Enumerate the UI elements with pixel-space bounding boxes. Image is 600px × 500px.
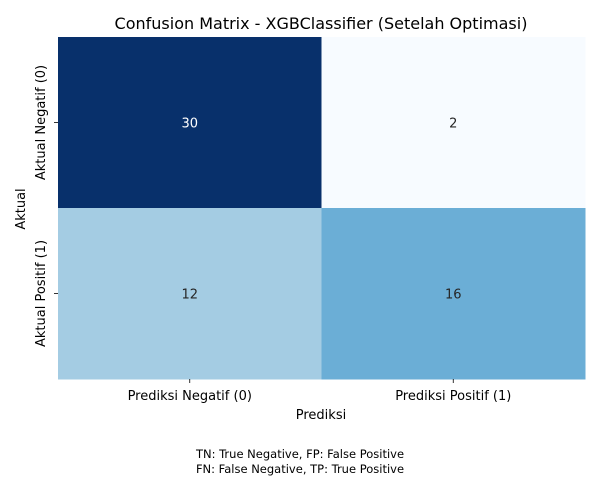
cell-value-label: 2 — [449, 117, 457, 132]
heatmap-cell — [58, 208, 322, 380]
x-tick-label: Prediksi Positif (1) — [395, 389, 511, 404]
footnote-line: FN: False Negative, TP: True Positive — [195, 462, 405, 476]
x-axis-label: Prediksi — [296, 408, 346, 423]
x-tick-label: Prediksi Negatif (0) — [128, 389, 252, 404]
y-tick-label: Aktual Negatif (0) — [34, 65, 49, 180]
x-axis: Prediksi Negatif (0) Prediksi Positif (1) — [128, 379, 511, 404]
heatmap-cell — [321, 208, 586, 380]
y-tick-label: Aktual Positif (1) — [34, 240, 49, 347]
chart-title: Confusion Matrix - XGBClassifier (Setela… — [115, 14, 528, 33]
y-axis: Aktual Negatif (0) Aktual Positif (1) — [34, 65, 58, 347]
heatmap-cell — [321, 37, 586, 209]
heatmap-cell-labels: 30 2 12 16 — [181, 117, 461, 303]
cell-value-label: 12 — [181, 288, 198, 303]
footnote-line: TN: True Negative, FP: False Positive — [195, 447, 405, 461]
y-axis-label: Aktual — [14, 188, 29, 229]
heatmap-cell — [58, 37, 322, 209]
cell-value-label: 16 — [445, 288, 462, 303]
cell-value-label: 30 — [181, 117, 198, 132]
footnote: TN: True Negative, FP: False Positive FN… — [0, 447, 600, 477]
heatmap-cells — [58, 37, 586, 380]
confusion-matrix-chart: Confusion Matrix - XGBClassifier (Setela… — [14, 14, 586, 423]
